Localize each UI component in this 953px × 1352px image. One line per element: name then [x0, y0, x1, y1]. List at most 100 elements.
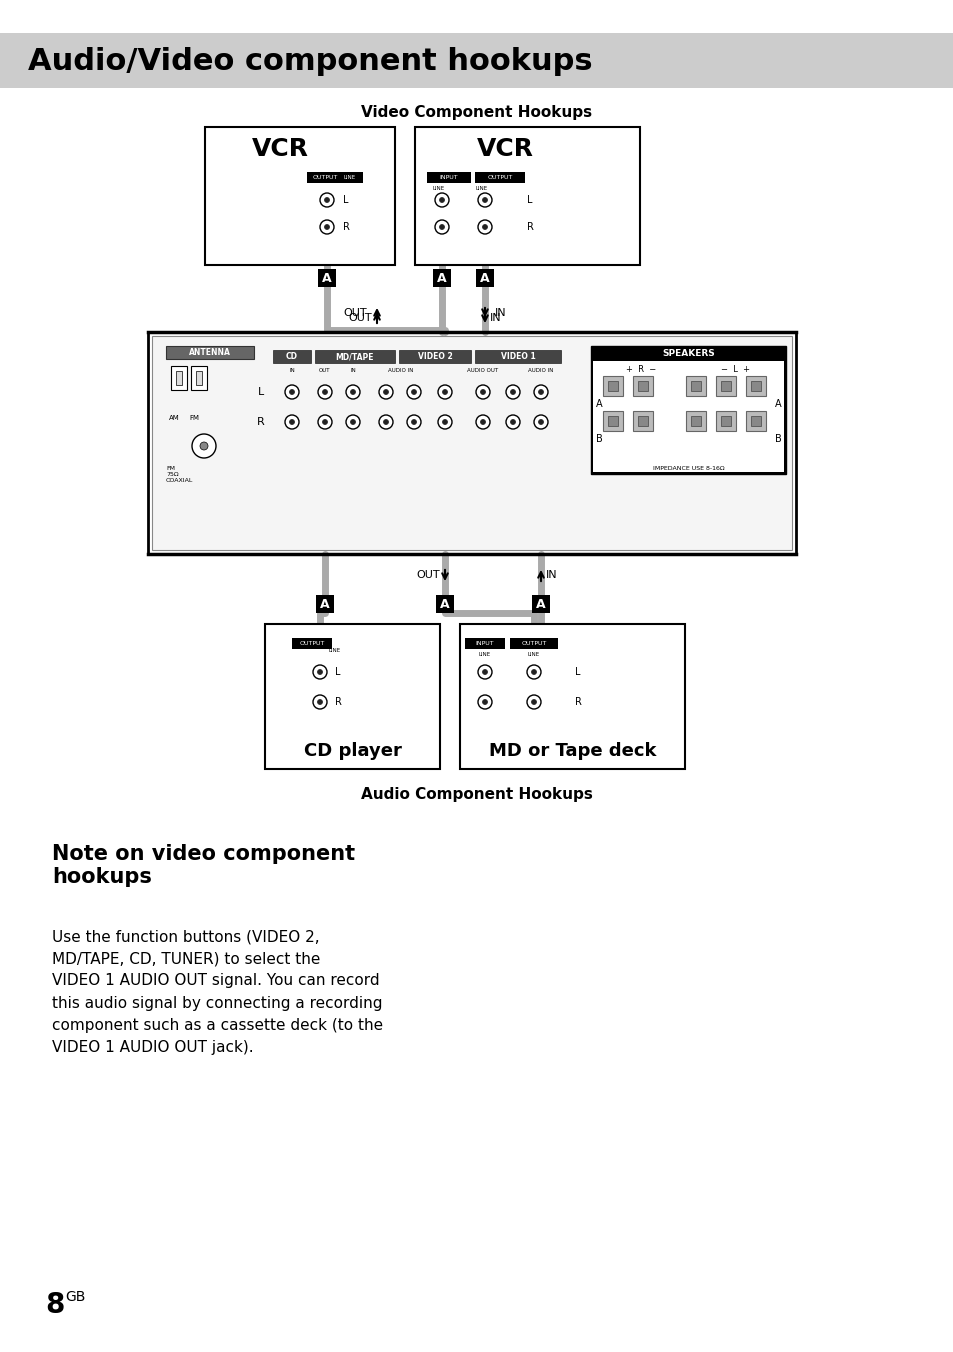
Text: LINE: LINE: [478, 652, 491, 657]
Circle shape: [439, 224, 444, 230]
Text: OUT: OUT: [348, 314, 372, 323]
Circle shape: [289, 389, 294, 395]
Text: Note on video component
hookups: Note on video component hookups: [52, 844, 355, 887]
Bar: [427, 172, 471, 183]
Bar: [191, 366, 207, 389]
Circle shape: [534, 415, 547, 429]
Text: OUT: OUT: [319, 368, 331, 373]
Bar: [307, 172, 363, 183]
Bar: [593, 361, 783, 472]
Text: CD player: CD player: [303, 742, 401, 760]
Bar: [607, 381, 618, 391]
Text: AUDIO OUT: AUDIO OUT: [467, 368, 498, 373]
Text: −  L  +: − L +: [720, 365, 750, 375]
Bar: [436, 595, 454, 612]
Bar: [0, 32, 953, 88]
Circle shape: [437, 385, 452, 399]
Bar: [716, 376, 735, 396]
Bar: [745, 376, 765, 396]
Circle shape: [482, 699, 487, 704]
Text: 8: 8: [45, 1291, 64, 1320]
Text: R: R: [600, 416, 608, 427]
Circle shape: [442, 419, 447, 425]
Text: R: R: [526, 222, 534, 233]
Bar: [464, 638, 504, 649]
Circle shape: [317, 415, 332, 429]
Circle shape: [442, 389, 447, 395]
Bar: [398, 350, 471, 362]
Text: INPUT: INPUT: [476, 641, 494, 646]
Text: L: L: [601, 387, 607, 397]
Text: LINE: LINE: [329, 648, 341, 653]
Text: L: L: [335, 667, 340, 677]
Circle shape: [477, 665, 492, 679]
Text: MD or Tape deck: MD or Tape deck: [488, 742, 656, 760]
Text: OUT: OUT: [343, 308, 367, 318]
Bar: [607, 416, 618, 426]
Circle shape: [477, 193, 492, 207]
Bar: [685, 411, 705, 431]
Circle shape: [313, 665, 327, 679]
Bar: [633, 376, 652, 396]
Text: A: A: [436, 272, 446, 284]
Text: L: L: [257, 387, 264, 397]
Text: SPEAKERS: SPEAKERS: [661, 350, 714, 358]
Text: FM: FM: [189, 415, 199, 420]
Bar: [475, 350, 560, 362]
Text: INPUT: INPUT: [439, 174, 457, 180]
Bar: [750, 381, 760, 391]
Circle shape: [480, 419, 485, 425]
Circle shape: [285, 385, 298, 399]
Text: VCR: VCR: [252, 137, 308, 161]
Bar: [315, 595, 334, 612]
Bar: [314, 350, 395, 362]
Circle shape: [531, 699, 536, 704]
Circle shape: [319, 193, 334, 207]
Text: L: L: [343, 195, 348, 206]
Text: A: A: [439, 598, 450, 611]
Text: LINE: LINE: [344, 174, 355, 180]
Circle shape: [322, 419, 327, 425]
Bar: [475, 172, 524, 183]
Text: R: R: [257, 416, 265, 427]
Circle shape: [378, 415, 393, 429]
Bar: [510, 638, 558, 649]
Text: Audio Component Hookups: Audio Component Hookups: [360, 787, 593, 802]
Circle shape: [477, 220, 492, 234]
Circle shape: [505, 385, 519, 399]
Text: VCR: VCR: [476, 137, 533, 161]
Text: LINE: LINE: [527, 652, 539, 657]
Text: OUTPUT: OUTPUT: [520, 641, 546, 646]
Text: IMPEDANCE USE 8-16Ω: IMPEDANCE USE 8-16Ω: [652, 466, 723, 472]
Bar: [602, 411, 622, 431]
Text: MD/TAPE: MD/TAPE: [335, 352, 374, 361]
Circle shape: [317, 385, 332, 399]
Bar: [175, 370, 182, 385]
Text: CD: CD: [286, 352, 297, 361]
Bar: [638, 416, 647, 426]
Circle shape: [476, 385, 490, 399]
Text: L: L: [575, 667, 579, 677]
Circle shape: [480, 389, 485, 395]
Bar: [716, 411, 735, 431]
Bar: [166, 346, 253, 360]
Text: AUDIO IN: AUDIO IN: [528, 368, 553, 373]
Circle shape: [477, 695, 492, 708]
Circle shape: [505, 415, 519, 429]
Circle shape: [435, 193, 449, 207]
Circle shape: [510, 419, 515, 425]
Bar: [152, 337, 791, 550]
Bar: [265, 625, 439, 769]
Circle shape: [324, 197, 329, 203]
Text: LINE: LINE: [476, 187, 488, 192]
Circle shape: [482, 197, 487, 203]
Bar: [750, 416, 760, 426]
Bar: [433, 269, 451, 287]
Text: B: B: [595, 434, 601, 443]
Circle shape: [435, 220, 449, 234]
Bar: [690, 416, 700, 426]
Text: R: R: [343, 222, 350, 233]
Text: A: A: [536, 598, 545, 611]
Bar: [317, 269, 335, 287]
Bar: [532, 595, 550, 612]
